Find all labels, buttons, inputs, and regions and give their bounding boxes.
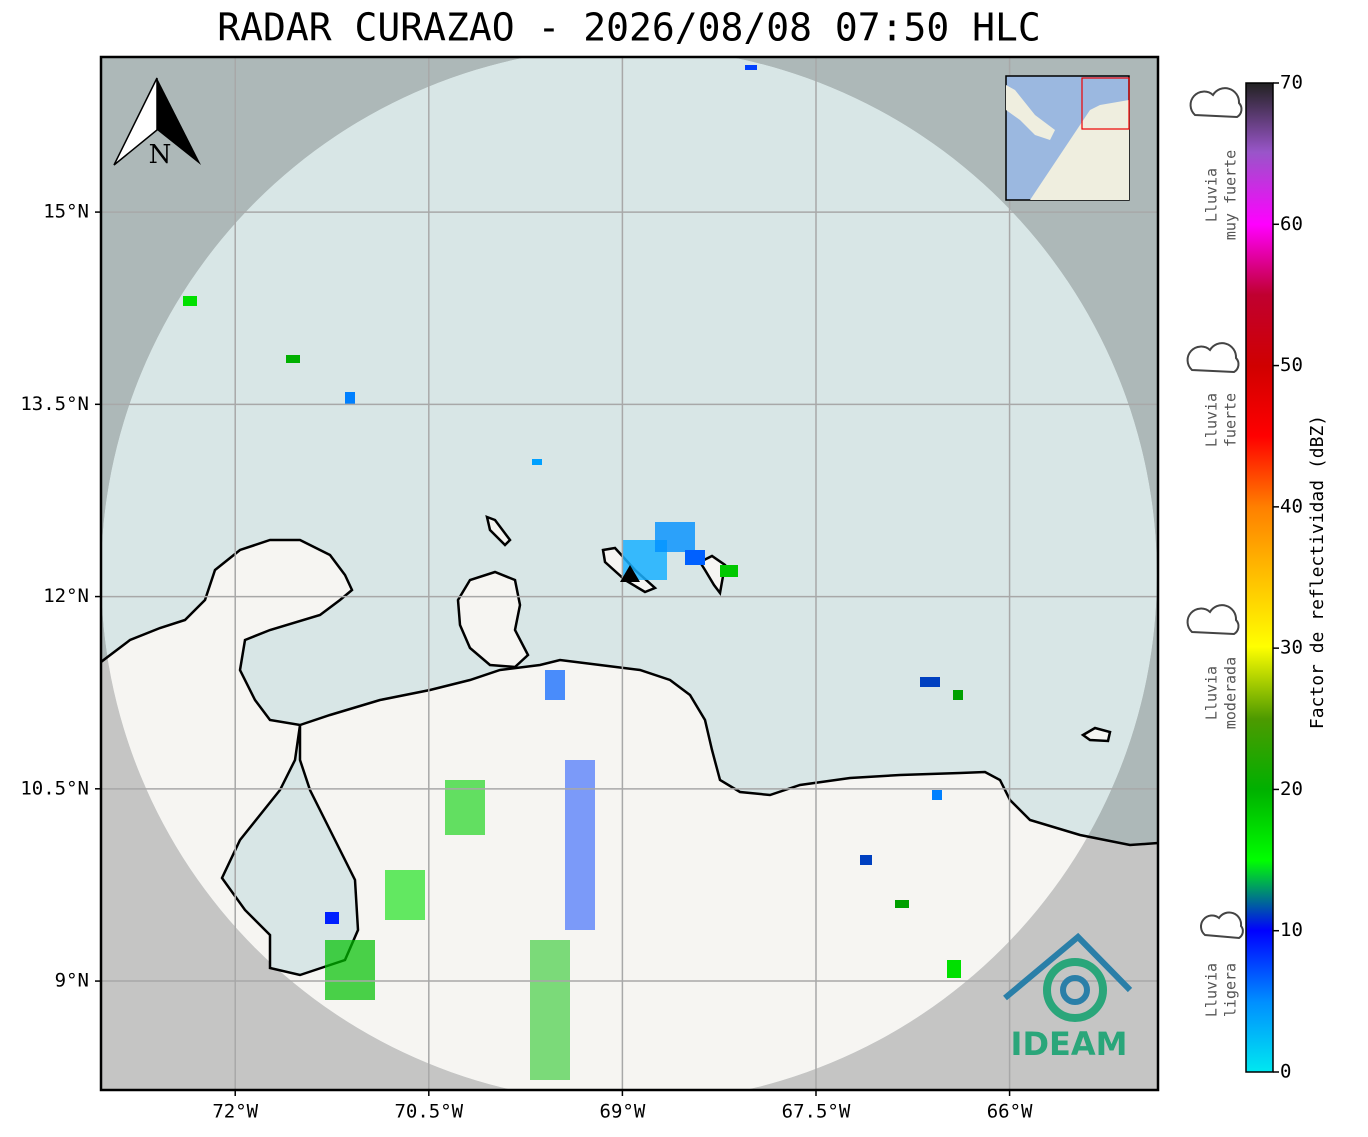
echo <box>565 760 595 930</box>
rain-icons <box>1186 87 1244 940</box>
rain-level-label: moderada <box>1222 657 1240 729</box>
inset-extent <box>1081 77 1130 130</box>
ideam-logo: IDEAM <box>1003 932 1133 1063</box>
echo <box>385 870 425 920</box>
rain-level-label: Lluvia <box>1203 393 1221 447</box>
icon-moderate <box>1186 604 1240 636</box>
title: RADAR CURAZAO - 2026/08/08 07:50 HLC <box>217 6 1041 50</box>
icon-heavy <box>1186 342 1240 374</box>
echo <box>286 355 300 363</box>
echo <box>655 522 695 552</box>
echo <box>920 677 940 687</box>
echo <box>953 690 963 700</box>
logo-text: IDEAM <box>1011 1025 1128 1063</box>
island <box>1080 726 1112 743</box>
rain-level-label: ligera <box>1222 963 1240 1017</box>
icon-storm <box>1189 87 1243 119</box>
echo <box>745 65 757 70</box>
colorbar-tick-label: 0 <box>1280 1061 1291 1083</box>
colorbar-tick-label: 60 <box>1280 213 1303 235</box>
rain-level-label: Lluvia <box>1203 168 1221 222</box>
map: N IDEAM <box>101 57 1158 1090</box>
logo-roof <box>1003 932 1133 1001</box>
aruba <box>485 515 512 547</box>
colorbar-tick-label: 30 <box>1280 637 1303 659</box>
y-tick-label: 12°N <box>43 585 89 607</box>
echo <box>325 940 375 1000</box>
colorbar-tick-label: 20 <box>1280 778 1303 800</box>
echo <box>183 296 197 306</box>
inset-land <box>1006 85 1055 140</box>
echo <box>860 855 872 865</box>
map-frame <box>99 55 1160 1092</box>
rain-level-label: Lluvia <box>1203 963 1221 1017</box>
echo <box>947 960 961 978</box>
echo <box>685 550 705 565</box>
x-tick-label: 66°W <box>987 1101 1033 1123</box>
grid <box>101 57 1158 1090</box>
arrow-right <box>157 78 201 165</box>
echo <box>895 900 909 908</box>
radar-site <box>620 565 640 582</box>
y-tick-label: 9°N <box>55 970 89 992</box>
north-arrow: N <box>113 77 201 170</box>
echo <box>530 940 570 1080</box>
icon-light <box>1200 911 1244 940</box>
echo <box>345 392 355 404</box>
x-tick-label: 69°W <box>600 1101 646 1123</box>
inset-map <box>1005 75 1130 201</box>
inset-land <box>1030 100 1129 200</box>
lake-maracaibo <box>220 724 360 977</box>
rain-level-label: muy fuerte <box>1222 150 1240 240</box>
echo <box>720 565 738 577</box>
colorbar-tick-label: 10 <box>1280 919 1303 941</box>
colorbar-tick-label: 70 <box>1280 72 1303 94</box>
echo <box>545 670 565 700</box>
bonaire <box>698 554 727 597</box>
north-label: N <box>149 140 172 170</box>
y-tick-label: 15°N <box>43 201 89 223</box>
echo <box>325 912 339 924</box>
coastline <box>101 538 1158 847</box>
x-tick-label: 67.5°W <box>782 1101 851 1123</box>
rain-level-label: fuerte <box>1222 393 1240 447</box>
paraguana <box>456 570 530 669</box>
colorbar-tick-label: 50 <box>1280 354 1303 376</box>
x-tick-label: 72°W <box>212 1101 258 1123</box>
echo <box>532 459 542 465</box>
echo <box>932 790 942 800</box>
logo-swirl <box>1043 958 1107 1022</box>
colorbar <box>1245 82 1274 1073</box>
rain-level-label: Lluvia <box>1203 666 1221 720</box>
y-tick-label: 10.5°N <box>20 777 89 799</box>
colorbar-label: Factor de reflectividad (dBZ) <box>1307 415 1328 729</box>
colorbar-tick-label: 40 <box>1280 495 1303 517</box>
radar-echoes <box>183 65 963 1080</box>
logo-swirl <box>1060 975 1090 1005</box>
y-tick-label: 13.5°N <box>20 393 89 415</box>
x-tick-label: 70.5°W <box>394 1101 463 1123</box>
